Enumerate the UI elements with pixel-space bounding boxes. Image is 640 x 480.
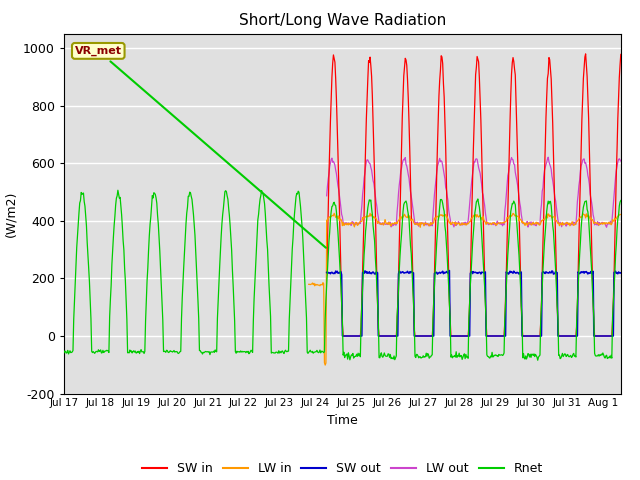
Text: VR_met: VR_met [75, 46, 326, 248]
X-axis label: Time: Time [327, 414, 358, 427]
Legend: SW in, LW in, SW out, LW out, Rnet: SW in, LW in, SW out, LW out, Rnet [137, 457, 548, 480]
Title: Short/Long Wave Radiation: Short/Long Wave Radiation [239, 13, 446, 28]
Y-axis label: (W/m2): (W/m2) [4, 191, 17, 237]
